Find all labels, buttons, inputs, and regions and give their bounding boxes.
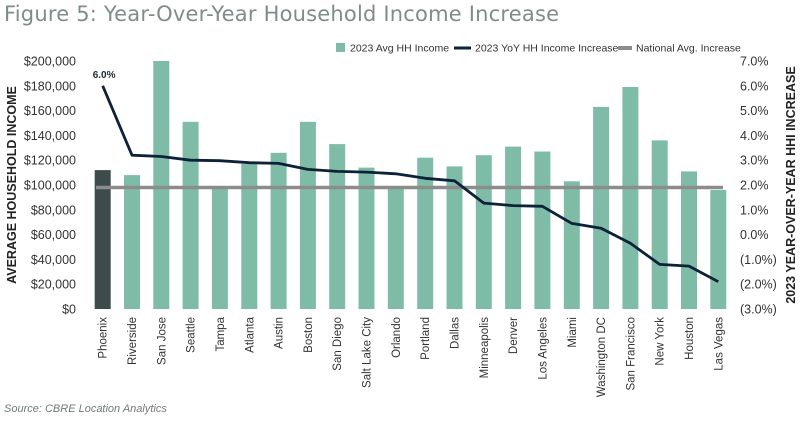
bar-miami (563, 181, 580, 309)
x-tick-label: Boston (303, 317, 315, 353)
x-tick-label: San Jose (156, 317, 168, 365)
legend-label-national: National Avg. Increase (636, 43, 741, 55)
x-tick-label: Orlando (391, 317, 403, 358)
x-tick-label: Phoenix (98, 317, 110, 359)
x-tick-label: Tampa (215, 316, 227, 351)
bar-san-jose (153, 61, 170, 309)
bar-dallas (446, 166, 463, 309)
y-tick-label: $20,000 (31, 278, 76, 292)
y2-axis-title: 2023 YEAR-OVER-YEAR HHI INCREASE (784, 66, 798, 303)
legend-label-yoy: 2023 YoY HH Income Increase (475, 43, 619, 55)
x-tick-label: Los Angeles (537, 317, 549, 380)
bar-los-angeles (534, 151, 551, 309)
bar-houston (681, 171, 697, 309)
series-line-yoy-increase (101, 85, 719, 283)
y2-tick-label: (2.0%) (740, 278, 777, 292)
bar-boston (299, 121, 316, 309)
bar-new-york (651, 140, 668, 309)
x-tick-label: Miami (567, 317, 579, 348)
chart-title: Figure 5: Year-Over-Year Household Incom… (4, 2, 560, 26)
y2-tick-label: 6.0% (740, 79, 769, 93)
legend-swatch-bar (336, 43, 345, 52)
bar-orlando (387, 186, 404, 309)
y-tick-label: $140,000 (24, 129, 76, 143)
bar-austin (270, 152, 287, 309)
y-tick-label: $160,000 (24, 104, 76, 118)
x-tick-label: San Diego (332, 317, 344, 371)
x-tick-label: Salt Lake City (362, 317, 374, 388)
source-note: Source: CBRE Location Analytics (4, 403, 167, 415)
y-tick-label: $200,000 (24, 55, 76, 69)
bar-minneapolis (475, 155, 492, 309)
x-tick-label: Seattle (186, 317, 198, 353)
y2-tick-label: (3.0%) (740, 303, 777, 317)
y2-tick-label: 4.0% (740, 129, 769, 143)
y2-tick-label: 0.0% (740, 228, 769, 242)
y-tick-label: $80,000 (31, 203, 76, 217)
x-tick-label: Austin (274, 317, 286, 349)
x-tick-label: Atlanta (244, 316, 256, 352)
bar-phoenix (94, 170, 111, 309)
x-tick-label: Washington DC (596, 317, 608, 397)
x-tick-label: San Francisco (625, 317, 637, 391)
bar-seattle (182, 121, 199, 309)
bar-atlanta (241, 163, 258, 309)
y-tick-label: $60,000 (31, 228, 76, 242)
x-tick-label: New York (655, 317, 667, 366)
bar-tampa (211, 186, 228, 309)
y2-tick-label: 3.0% (740, 154, 769, 168)
x-tick-label: Riverside (127, 317, 139, 365)
y-tick-label: $100,000 (24, 179, 76, 193)
x-tick-label: Houston (684, 317, 696, 360)
bar-salt-lake-city (358, 167, 375, 309)
y-tick-label: $120,000 (24, 154, 76, 168)
bar-san-francisco (622, 87, 639, 309)
bar-las-vegas (710, 190, 727, 309)
legend-label-bar: 2023 Avg HH Income (350, 43, 449, 55)
x-tick-label: Dallas (450, 317, 462, 349)
y2-tick-label: (1.0%) (740, 253, 777, 267)
y-axis-title: AVERAGE HOUSEHOLD INCOME (5, 86, 19, 284)
legend: 2023 Avg HH Income 2023 YoY HH Income In… (336, 43, 741, 55)
y-tick-label: $180,000 (24, 79, 76, 93)
annotation-label: 6.0% (93, 70, 116, 81)
bar-washington-dc (593, 106, 610, 310)
x-tick-label: Las Vegas (713, 317, 725, 371)
y2-tick-label: 5.0% (740, 104, 769, 118)
bar-riverside (124, 175, 140, 309)
x-tick-label: Minneapolis (479, 317, 491, 379)
y-tick-label: $40,000 (31, 253, 76, 267)
y-tick-label: $0 (62, 303, 76, 317)
bar-san-diego (329, 144, 346, 309)
y2-tick-label: 1.0% (740, 203, 769, 217)
bar-portland (417, 157, 434, 309)
x-tick-label: Portland (420, 317, 432, 360)
y2-tick-label: 2.0% (740, 179, 769, 193)
bar-denver (505, 146, 522, 309)
x-tick-label: Denver (508, 317, 520, 354)
y2-tick-label: 7.0% (740, 55, 769, 69)
